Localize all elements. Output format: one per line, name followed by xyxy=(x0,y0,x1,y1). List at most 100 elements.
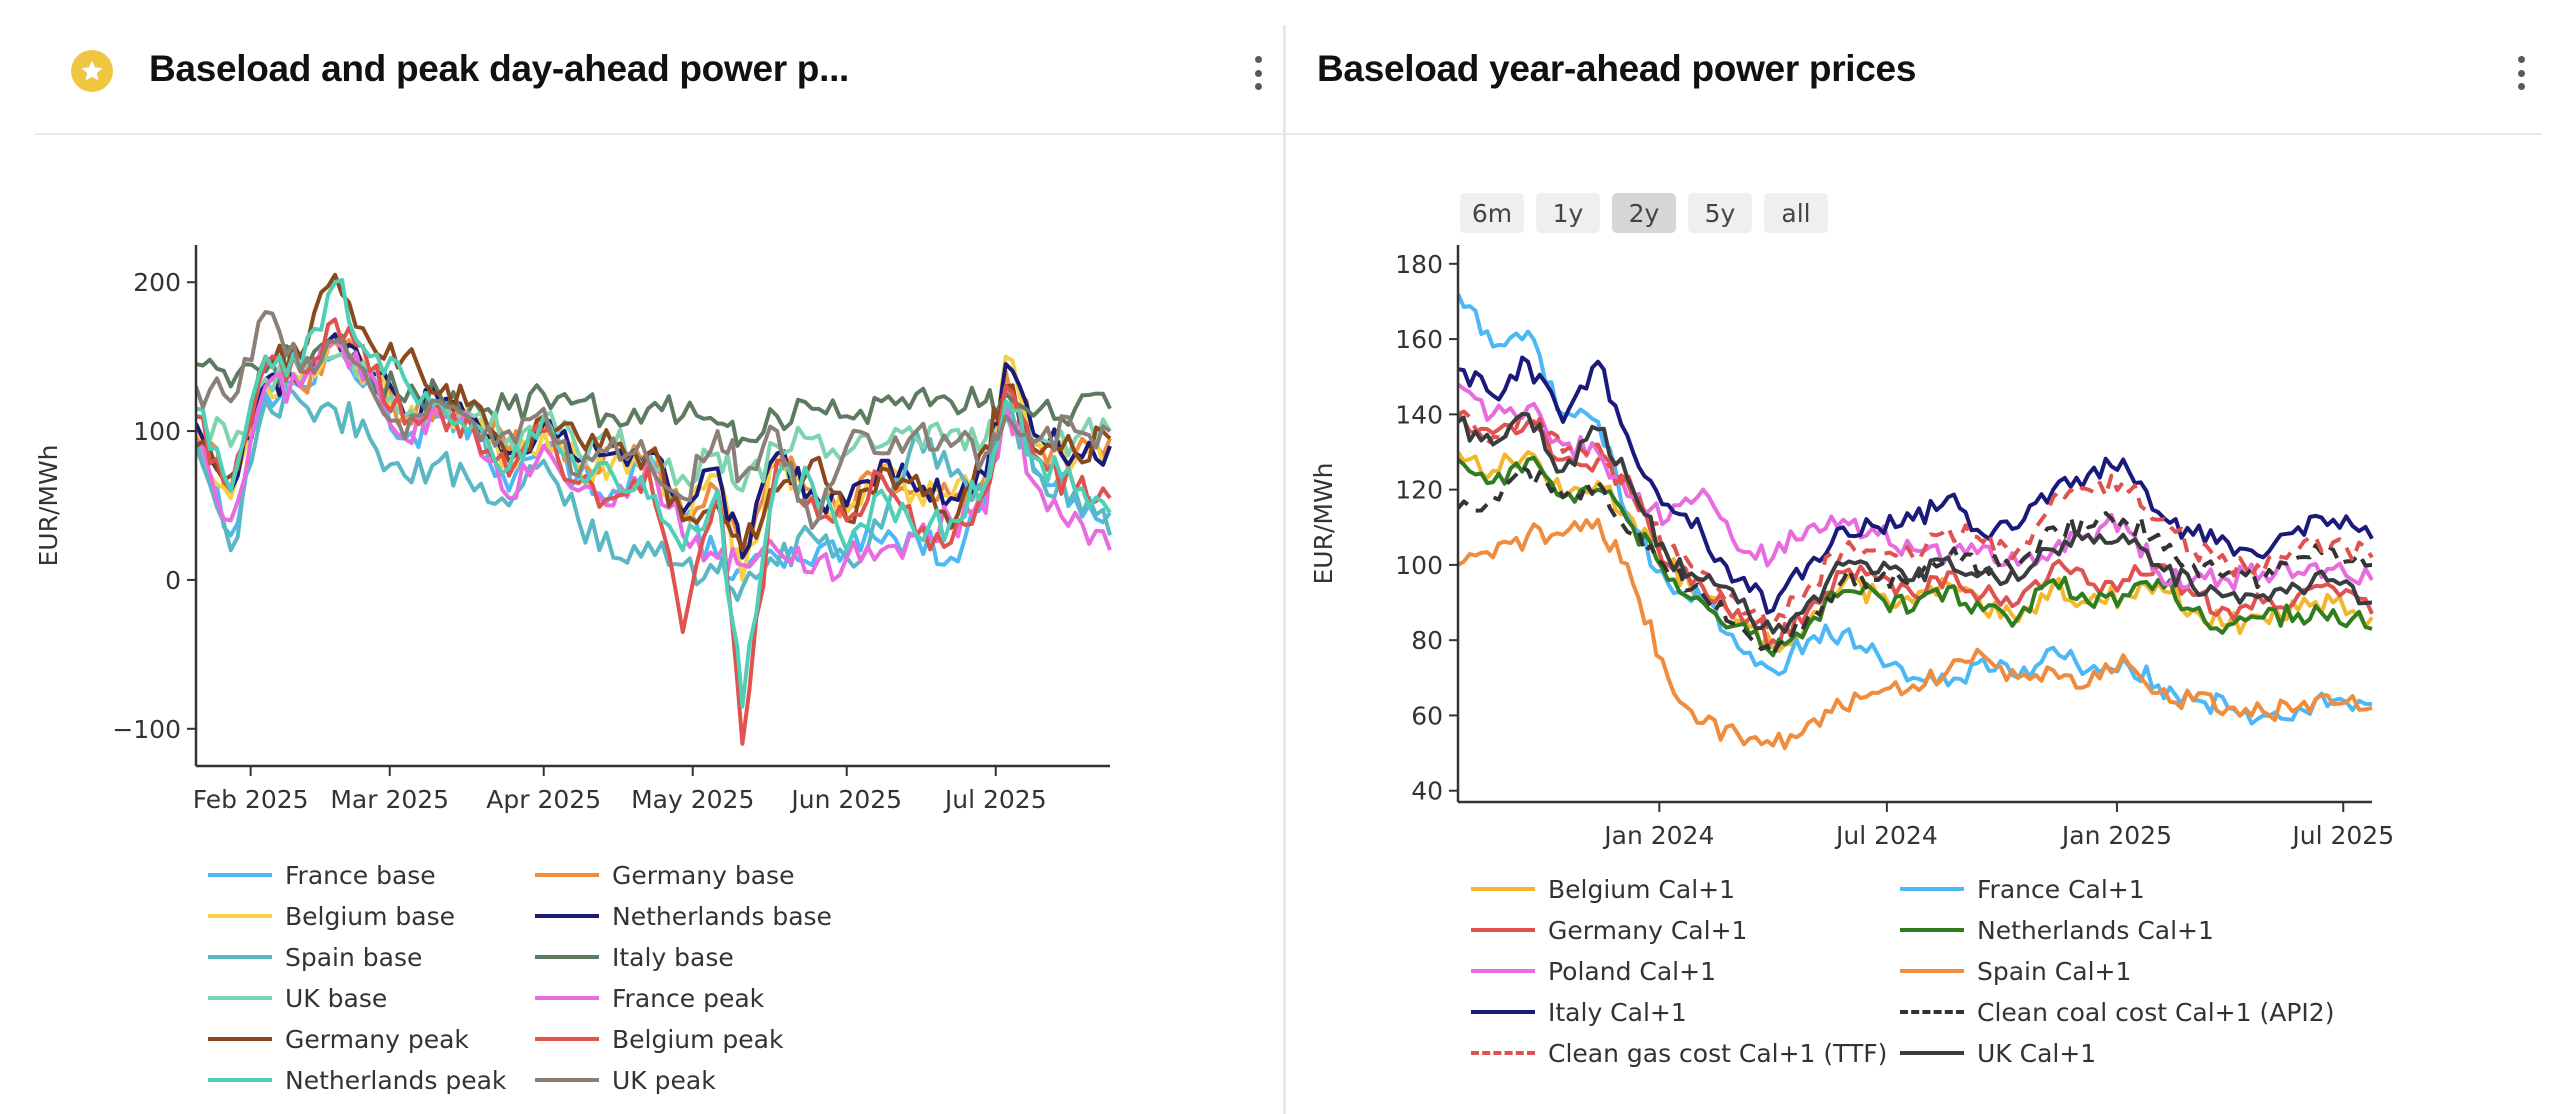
legend-item-belgium-cal-1[interactable]: Belgium Cal+1 xyxy=(1471,873,1735,905)
legend-swatch xyxy=(1471,887,1535,891)
legend-label: Belgium base xyxy=(285,901,456,931)
series-line-uk-cal-1[interactable] xyxy=(1458,412,2373,635)
legend-swatch xyxy=(1471,928,1535,932)
x-tick-label: Jun 2025 xyxy=(789,785,902,814)
x-tick-label: Jan 2025 xyxy=(2060,821,2172,850)
left-chart-title: Baseload and peak day-ahead power p... xyxy=(149,48,850,89)
legend-label: Netherlands Cal+1 xyxy=(1977,915,2214,945)
y-tick-label: 100 xyxy=(133,417,181,446)
legend-item-germany-cal-1[interactable]: Germany Cal+1 xyxy=(1471,914,1747,946)
x-tick-label: Jul 2024 xyxy=(1834,821,1938,850)
legend-item-italy-base[interactable]: Italy base xyxy=(535,941,734,973)
legend-label: France Cal+1 xyxy=(1977,874,2145,904)
legend-item-germany-peak[interactable]: Germany peak xyxy=(208,1023,469,1055)
legend-item-italy-cal-1[interactable]: Italy Cal+1 xyxy=(1471,996,1687,1028)
series-line-netherlands-peak[interactable] xyxy=(196,277,1112,709)
legend-item-spain-base[interactable]: Spain base xyxy=(208,941,422,973)
x-tick-label: Feb 2025 xyxy=(193,785,309,814)
legend-item-netherlands-base[interactable]: Netherlands base xyxy=(535,900,832,932)
legend-item-clean-coal-cost-cal-1-api2[interactable]: Clean coal cost Cal+1 (API2) xyxy=(1900,996,2334,1028)
legend-swatch xyxy=(535,996,599,1000)
y-axis-label: EUR/MWh xyxy=(1309,462,1338,584)
series-line-netherlands-cal-1[interactable] xyxy=(1458,455,2373,658)
x-tick-label: Mar 2025 xyxy=(330,785,449,814)
star-icon xyxy=(81,60,103,81)
legend-item-netherlands-peak[interactable]: Netherlands peak xyxy=(208,1064,506,1096)
legend-item-poland-cal-1[interactable]: Poland Cal+1 xyxy=(1471,955,1716,987)
legend-item-belgium-base[interactable]: Belgium base xyxy=(208,900,455,932)
range-button-5y[interactable]: 5y xyxy=(1688,193,1752,233)
x-tick-label: Apr 2025 xyxy=(486,785,601,814)
legend-label: Spain base xyxy=(285,942,423,972)
range-button-6m[interactable]: 6m xyxy=(1460,193,1524,233)
series-line-clean-gas-cost-cal-1-ttf[interactable] xyxy=(1458,409,2374,630)
series-line-italy-cal-1[interactable] xyxy=(1458,355,2374,615)
y-axis-label: EUR/MWh xyxy=(34,444,63,566)
legend-item-clean-gas-cost-cal-1-ttf[interactable]: Clean gas cost Cal+1 (TTF) xyxy=(1471,1037,1887,1069)
right-kebab-menu-icon[interactable] xyxy=(2514,56,2528,90)
y-tick-label: 60 xyxy=(1411,701,1443,730)
series-line-france-cal-1[interactable] xyxy=(1458,293,2373,726)
legend-label: Italy Cal+1 xyxy=(1548,997,1687,1027)
range-button-1y[interactable]: 1y xyxy=(1536,193,1600,233)
y-tick-label: −100 xyxy=(112,715,181,744)
y-tick-label: 180 xyxy=(1395,250,1443,279)
range-button-2y[interactable]: 2y xyxy=(1612,193,1676,233)
legend-swatch xyxy=(1471,1051,1535,1055)
legend-swatch xyxy=(208,996,272,1000)
left-chart-svg: −100 0 100 200 Feb 2025 Mar 2025 Apr 2025 May 2… xyxy=(34,245,1112,814)
legend-label: Clean gas cost Cal+1 (TTF) xyxy=(1548,1038,1888,1068)
legend-label: Belgium Cal+1 xyxy=(1548,874,1736,904)
legend-label: Belgium peak xyxy=(612,1024,784,1054)
legend-label: Germany peak xyxy=(285,1024,469,1054)
legend-label: UK peak xyxy=(612,1065,716,1095)
series-line-spain-cal-1[interactable] xyxy=(1458,517,2373,751)
left-kebab-menu-icon[interactable] xyxy=(1251,56,1265,90)
legend-label: Italy base xyxy=(612,942,734,972)
favorite-star-icon[interactable] xyxy=(71,50,113,92)
legend-swatch xyxy=(208,914,272,918)
legend-item-uk-base[interactable]: UK base xyxy=(208,982,387,1014)
legend-item-spain-cal-1[interactable]: Spain Cal+1 xyxy=(1900,955,2131,987)
legend-item-france-peak[interactable]: France peak xyxy=(535,982,764,1014)
series-line-clean-coal-cost-cal-1-api2[interactable] xyxy=(1458,464,2373,658)
legend-swatch xyxy=(535,873,599,877)
legend-label: UK Cal+1 xyxy=(1977,1038,2097,1068)
legend-swatch xyxy=(535,955,599,959)
series-line-belgium-peak[interactable] xyxy=(196,317,1112,746)
series-line-uk-peak[interactable] xyxy=(196,310,1112,530)
legend-item-belgium-peak[interactable]: Belgium peak xyxy=(535,1023,783,1055)
legend-swatch xyxy=(208,1078,272,1082)
legend-label: France base xyxy=(285,860,436,890)
panel-divider xyxy=(1283,25,1286,1114)
legend-swatch xyxy=(1900,887,1964,891)
series-line-belgium-cal-1[interactable] xyxy=(1458,450,2374,654)
legend-item-uk-cal-1[interactable]: UK Cal+1 xyxy=(1900,1037,2096,1069)
legend-label: Germany base xyxy=(612,860,795,890)
right-chart-card: Baseload year-ahead power prices 6m 1y 2… xyxy=(1284,0,2560,1114)
legend-item-france-base[interactable]: France base xyxy=(208,859,436,891)
legend-item-germany-base[interactable]: Germany base xyxy=(535,859,794,891)
y-tick-label: 0 xyxy=(165,566,181,595)
right-chart-title: Baseload year-ahead power prices xyxy=(1317,48,1917,89)
right-chart-svg: 40 60 80 100 120 140 160 180 Jan 2024 Jul 2024 Jan… xyxy=(1309,245,2394,850)
series-line-germany-cal-1[interactable] xyxy=(1458,412,2374,649)
legend-item-netherlands-cal-1[interactable]: Netherlands Cal+1 xyxy=(1900,914,2214,946)
series-line-italy-base[interactable] xyxy=(196,333,1112,448)
x-tick-label: Jul 2025 xyxy=(2290,821,2394,850)
legend-swatch xyxy=(1471,1010,1535,1014)
legend-item-france-cal-1[interactable]: France Cal+1 xyxy=(1900,873,2145,905)
y-tick-label: 40 xyxy=(1411,777,1443,806)
legend-swatch xyxy=(1900,1010,1964,1014)
left-header-divider xyxy=(35,133,1283,135)
x-tick-label: Jan 2024 xyxy=(1602,821,1714,850)
legend-swatch xyxy=(1900,928,1964,932)
legend-item-uk-peak[interactable]: UK peak xyxy=(535,1064,716,1096)
legend-label: Netherlands base xyxy=(612,901,832,931)
legend-swatch xyxy=(1900,969,1964,973)
y-tick-label: 200 xyxy=(133,268,181,297)
legend-swatch xyxy=(208,873,272,877)
series-line-poland-cal-1[interactable] xyxy=(1458,382,2374,592)
range-button-all[interactable]: all xyxy=(1764,193,1828,233)
legend-label: UK base xyxy=(285,983,388,1013)
